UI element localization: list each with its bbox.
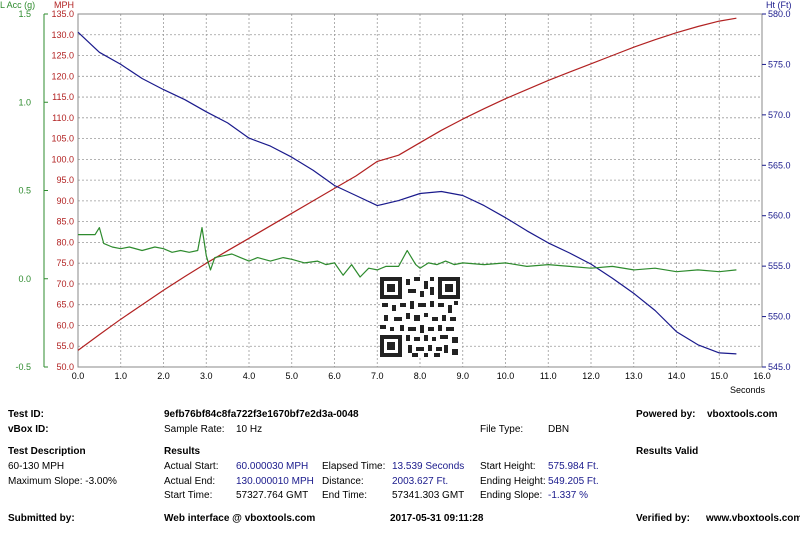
powered-by-value: vboxtools.com: [707, 409, 778, 420]
ht-tick-label: 570.0: [768, 110, 791, 120]
start-height-label: Start Height:: [480, 461, 536, 472]
ht-tick-label: 565.0: [768, 160, 791, 170]
x-tick-label: 16.0: [753, 371, 771, 381]
actual-start-label: Actual Start:: [164, 461, 219, 472]
mph-tick-label: 115.0: [52, 92, 74, 102]
test-id-label: Test ID:: [8, 409, 44, 420]
x-tick-label: 4.0: [243, 371, 256, 381]
mph-tick-label: 125.0: [51, 51, 74, 61]
mph-tick-label: 80.0: [56, 237, 74, 247]
x-tick-label: 7.0: [371, 371, 384, 381]
ending-height-label: Ending Height:: [480, 476, 546, 487]
x-tick-label: 13.0: [625, 371, 643, 381]
powered-by-label: Powered by:: [636, 409, 696, 420]
plot-frame: [77, 13, 763, 368]
mph-tick-label: 120.0: [51, 71, 74, 81]
mph-tick-label: 65.0: [56, 300, 74, 310]
elapsed-time-value: 13.539 Seconds: [392, 461, 465, 472]
chart-series: [77, 17, 737, 355]
x-tick-label: 2.0: [157, 371, 170, 381]
elapsed-time-label: Elapsed Time:: [322, 461, 386, 472]
ht-tick-label: 575.0: [768, 59, 791, 69]
end-time-label: End Time:: [322, 490, 368, 501]
x-tick-label: 10.0: [497, 371, 515, 381]
mph-tick-label: 110.0: [52, 113, 74, 123]
mph-tick-label: 130.0: [51, 30, 74, 40]
x-axis-title: Seconds: [730, 385, 766, 395]
series-line-lacc: [78, 227, 737, 278]
test-description-line2: Maximum Slope: -3.00%: [8, 476, 117, 487]
actual-end-value: 130.000010 MPH: [236, 476, 314, 487]
distance-label: Distance:: [322, 476, 364, 487]
test-id-value: 9efb76bf84c8fa722f3e1670bf7e2d3a-0048: [164, 409, 359, 420]
mph-tick-label: 55.0: [56, 341, 74, 351]
lacc-tick-label: 0.5: [18, 186, 31, 196]
x-tick-label: 15.0: [710, 371, 728, 381]
x-tick-label: 1.0: [114, 371, 127, 381]
ht-tick-label: 555.0: [768, 261, 791, 271]
chart-axes: 0.0 1.0 2.0 3.0 4.0 5.0 6.0 7.0 8.0 9.0 10.0 11.0 12…: [15, 9, 790, 381]
series-line-mph: [77, 17, 737, 351]
test-description-line1: 60-130 MPH: [8, 461, 65, 472]
x-tick-label: 0.0: [72, 371, 85, 381]
mph-tick-label: 60.0: [56, 320, 74, 330]
mph-tick-label: 90.0: [56, 196, 74, 206]
x-tick-label: 5.0: [285, 371, 298, 381]
test-description-heading: Test Description: [8, 446, 86, 457]
mph-tick-label: 135.0: [51, 9, 74, 19]
x-tick-label: 9.0: [456, 371, 469, 381]
mph-tick-label: 95.0: [56, 175, 74, 185]
file-type-label: File Type:: [480, 424, 524, 435]
results-valid: Results Valid: [636, 446, 699, 457]
ht-axis-title: Ht (Ft): [766, 0, 792, 10]
start-time-value: 57327.764 GMT: [236, 490, 309, 501]
start-height-value: 575.984 Ft.: [548, 461, 599, 472]
mph-tick-label: 75.0: [56, 258, 74, 268]
actual-end-label: Actual End:: [164, 476, 216, 487]
verified-by-value: www.vboxtools.com: [706, 513, 800, 524]
x-tick-label: 12.0: [582, 371, 600, 381]
ending-height-value: 549.205 Ft.: [548, 476, 599, 487]
chart: 0.0 1.0 2.0 3.0 4.0 5.0 6.0 7.0 8.0 9.0 10.0 11.0 12…: [0, 0, 792, 395]
lacc-tick-label: 1.0: [18, 97, 31, 107]
ending-slope-label: Ending Slope:: [480, 490, 543, 501]
ht-tick-label: 545.0: [768, 362, 791, 372]
lacc-tick-label: 0.0: [18, 274, 31, 284]
mph-tick-label: 100.0: [51, 154, 74, 164]
x-tick-label: 14.0: [668, 371, 686, 381]
mph-tick-label: 105.0: [51, 134, 74, 144]
ht-tick-label: 550.0: [768, 312, 791, 322]
ending-slope-value: -1.337 %: [548, 490, 589, 501]
actual-start-value: 60.000030 MPH: [236, 461, 309, 472]
report-timestamp: 2017-05-31 09:11:28: [390, 513, 484, 524]
lacc-tick-label: 1.5: [18, 9, 31, 19]
submitted-by-label: Submitted by:: [8, 513, 75, 524]
file-type-value: DBN: [548, 424, 570, 435]
distance-value: 2003.627 Ft.: [392, 476, 449, 487]
results-heading: Results: [164, 446, 201, 457]
series-line-ht: [77, 31, 737, 355]
verified-by-label: Verified by:: [636, 513, 690, 524]
x-tick-label: 8.0: [414, 371, 427, 381]
lacc-axis-title: L Acc (g): [0, 0, 35, 10]
ht-tick-label: 560.0: [768, 211, 791, 221]
sample-rate-value: 10 Hz: [236, 424, 263, 435]
x-tick-label: 11.0: [540, 371, 557, 381]
x-tick-label: 6.0: [328, 371, 341, 381]
mph-tick-label: 85.0: [56, 217, 74, 227]
qr-code: [380, 277, 460, 357]
chart-grid: [78, 14, 762, 367]
x-tick-label: 3.0: [200, 371, 213, 381]
mph-axis-title: MPH: [54, 0, 74, 10]
web-interface-label: Web interface @ vboxtools.com: [164, 513, 316, 524]
lacc-tick-label: -0.5: [15, 362, 31, 372]
mph-tick-label: 50.0: [56, 362, 74, 372]
start-time-label: Start Time:: [164, 490, 213, 501]
vbox-id-label: vBox ID:: [8, 424, 49, 435]
sample-rate-label: Sample Rate:: [164, 424, 225, 435]
mph-tick-label: 70.0: [56, 279, 74, 289]
end-time-value: 57341.303 GMT: [392, 490, 465, 501]
ht-tick-label: 580.0: [768, 9, 791, 19]
